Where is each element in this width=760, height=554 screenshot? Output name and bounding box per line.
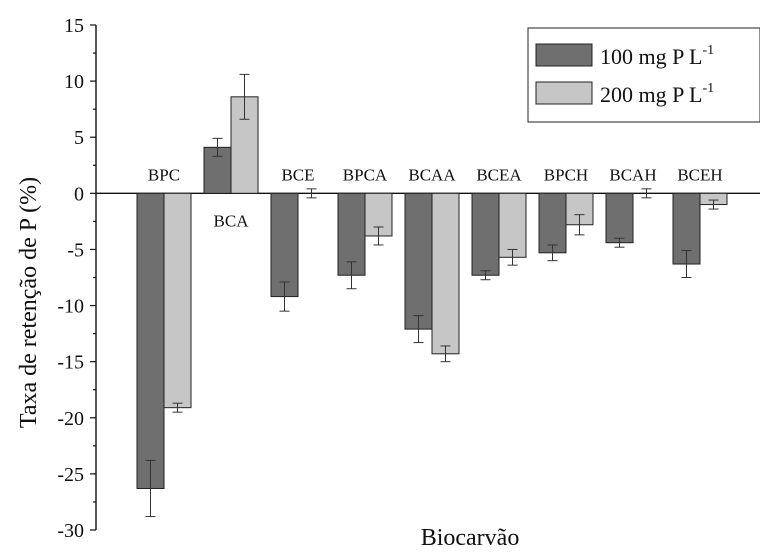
category-label: BCA — [214, 211, 250, 230]
legend: 100 mg P L-1 200 mg P L-1 — [527, 27, 760, 123]
y-tick-label: -30 — [57, 520, 84, 542]
bar — [471, 192, 500, 276]
y-tick-label: -25 — [57, 464, 84, 486]
category-label: BPCA — [343, 165, 388, 184]
category-label: BCAH — [609, 165, 656, 184]
y-tick-label: -20 — [57, 408, 84, 430]
legend-label-superscript: -1 — [702, 43, 714, 58]
bar — [270, 192, 299, 298]
y-axis-title: Taxa de retenção de P (%) — [16, 177, 42, 428]
y-tick-label: 15 — [64, 15, 84, 37]
category-labels: BPC BCA BCE BPCA BCAA BCEA BPCH BCAH BCEH — [148, 165, 723, 230]
y-tick-label: -10 — [57, 296, 84, 318]
category-label: BCEH — [677, 165, 722, 184]
legend-swatch — [535, 43, 593, 67]
legend-label: 200 mg P L-1 — [600, 81, 714, 107]
category-label: BCEA — [476, 165, 522, 184]
y-tick-label: 10 — [64, 71, 84, 93]
bar — [163, 192, 192, 409]
bar — [538, 192, 567, 254]
x-axis-title: Biocarvão — [421, 525, 520, 549]
bar — [404, 192, 433, 330]
y-tick-label: 5 — [74, 127, 84, 149]
bars — [136, 73, 728, 518]
y-tick-label: -15 — [57, 352, 84, 374]
bar — [498, 192, 527, 258]
legend-label-superscript: -1 — [702, 81, 714, 96]
y-tick-label: 0 — [74, 183, 84, 205]
category-label: BCAA — [408, 165, 456, 184]
bar — [605, 192, 634, 244]
legend-label: 100 mg P L-1 — [600, 43, 714, 69]
category-label: BCE — [281, 165, 314, 184]
legend-box — [527, 27, 760, 123]
y-tick-label: -5 — [67, 239, 84, 261]
legend-swatch — [535, 81, 593, 105]
category-label: BPC — [148, 165, 180, 184]
category-label: BPCH — [544, 165, 588, 184]
bar — [136, 192, 165, 489]
bar — [431, 192, 460, 355]
